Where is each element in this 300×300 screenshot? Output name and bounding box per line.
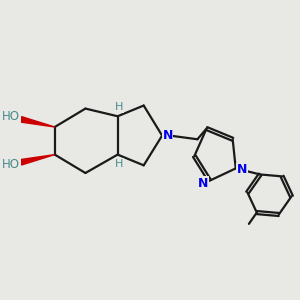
Text: H: H [115,159,123,169]
Text: HO: HO [2,158,20,171]
Text: N: N [237,164,247,176]
Text: N: N [198,177,209,190]
Polygon shape [20,117,55,127]
Text: HO: HO [2,110,20,123]
Text: H: H [115,102,123,112]
Text: N: N [162,129,173,142]
Polygon shape [20,154,55,165]
